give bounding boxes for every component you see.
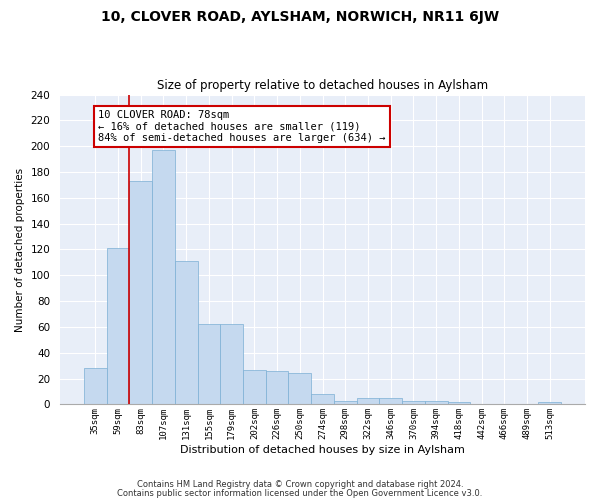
Text: Contains public sector information licensed under the Open Government Licence v3: Contains public sector information licen…: [118, 488, 482, 498]
Bar: [425, 400, 448, 404]
Bar: [130, 181, 152, 404]
Bar: [84, 368, 107, 404]
Bar: [152, 150, 175, 405]
Text: Contains HM Land Registry data © Crown copyright and database right 2024.: Contains HM Land Registry data © Crown c…: [137, 480, 463, 489]
Text: 10 CLOVER ROAD: 78sqm
← 16% of detached houses are smaller (119)
84% of semi-det: 10 CLOVER ROAD: 78sqm ← 16% of detached …: [98, 110, 385, 143]
Title: Size of property relative to detached houses in Aylsham: Size of property relative to detached ho…: [157, 79, 488, 92]
Text: 10, CLOVER ROAD, AYLSHAM, NORWICH, NR11 6JW: 10, CLOVER ROAD, AYLSHAM, NORWICH, NR11 …: [101, 10, 499, 24]
Bar: [448, 402, 470, 404]
Bar: [197, 324, 220, 404]
Bar: [289, 374, 311, 404]
Y-axis label: Number of detached properties: Number of detached properties: [15, 168, 25, 332]
Bar: [175, 261, 197, 404]
Bar: [538, 402, 561, 404]
Bar: [107, 248, 130, 404]
Bar: [220, 324, 243, 404]
Bar: [356, 398, 379, 404]
Bar: [243, 370, 266, 404]
Bar: [311, 394, 334, 404]
X-axis label: Distribution of detached houses by size in Aylsham: Distribution of detached houses by size …: [180, 445, 465, 455]
Bar: [266, 371, 289, 404]
Bar: [334, 400, 356, 404]
Bar: [379, 398, 402, 404]
Bar: [402, 400, 425, 404]
